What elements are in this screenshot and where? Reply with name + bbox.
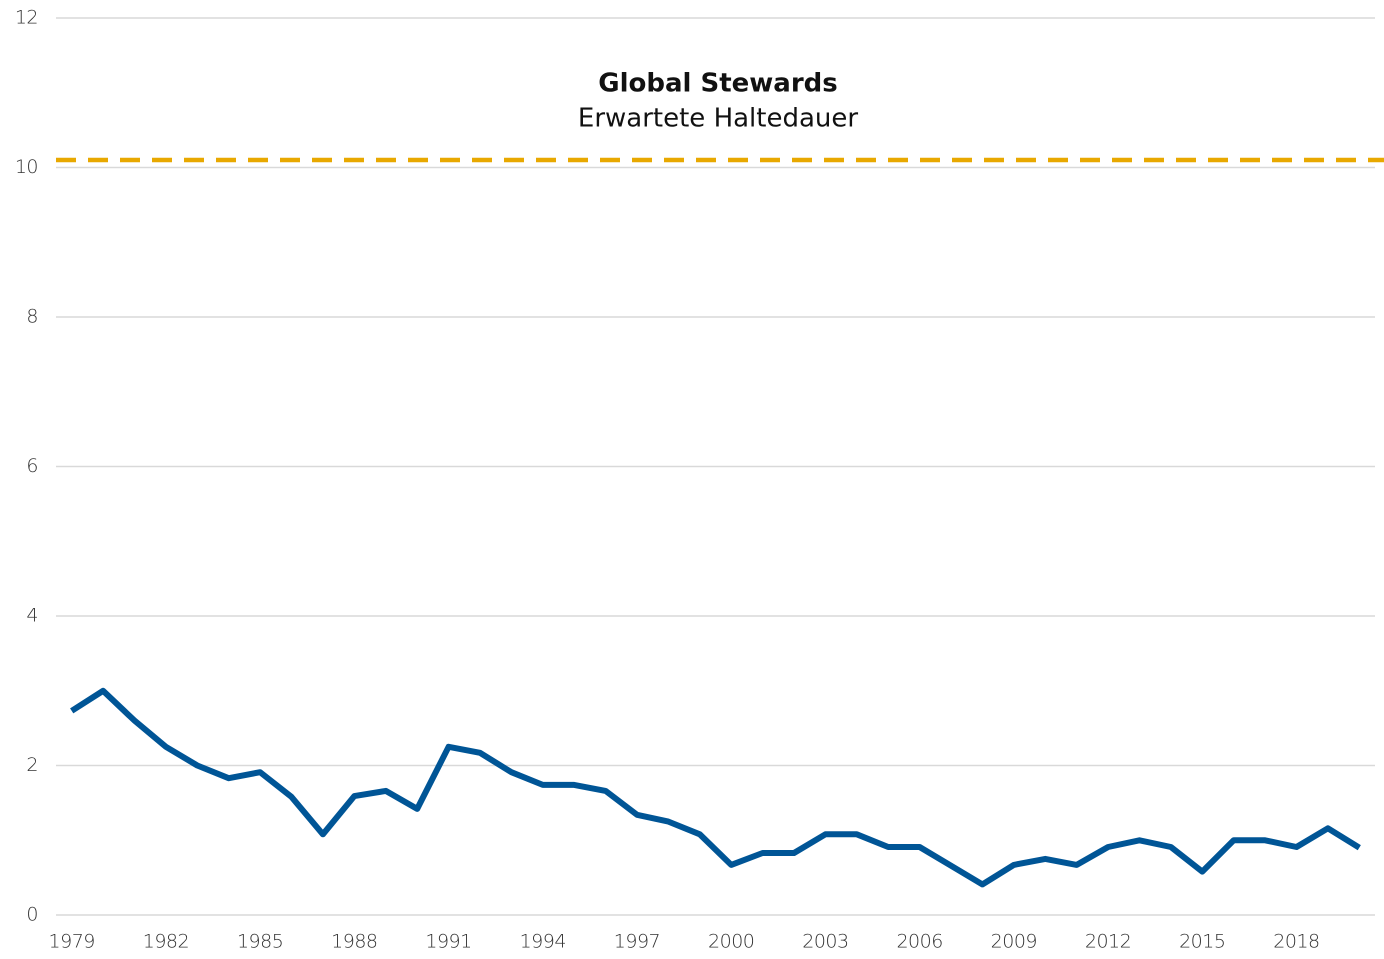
x-tick-label: 1997 <box>614 931 660 953</box>
y-tick-label: 6 <box>26 455 38 477</box>
y-tick-label: 2 <box>26 754 38 776</box>
x-tick-label: 2000 <box>708 931 754 953</box>
x-tick-label: 2018 <box>1273 931 1319 953</box>
data-line <box>70 687 1361 888</box>
x-tick-label: 2009 <box>991 931 1037 953</box>
x-tick-label: 2006 <box>896 931 942 953</box>
x-tick-label: 1982 <box>143 931 189 953</box>
y-tick-label: 0 <box>26 904 38 926</box>
x-tick-label: 1991 <box>425 931 471 953</box>
x-tick-label: 1988 <box>331 931 377 953</box>
grid: 0 2 4 6 8 10 12 1979 1982 1985 1988 1991 1994 1997 200… <box>15 7 1384 953</box>
chart-title: Global Stewards <box>598 69 838 99</box>
x-tick-label: 1994 <box>520 931 566 953</box>
x-tick-label: 2012 <box>1085 931 1131 953</box>
x-tick-label: 1985 <box>237 931 283 953</box>
x-tick-label: 2003 <box>802 931 848 953</box>
x-tick-label: 2015 <box>1179 931 1225 953</box>
y-tick-label: 12 <box>15 7 38 29</box>
y-tick-label: 4 <box>26 605 38 627</box>
y-tick-label: 8 <box>26 306 38 328</box>
x-tick-label: 1979 <box>49 931 95 953</box>
y-tick-label: 10 <box>15 156 38 178</box>
chart-subtitle: Erwartete Haltedauer <box>578 104 858 134</box>
